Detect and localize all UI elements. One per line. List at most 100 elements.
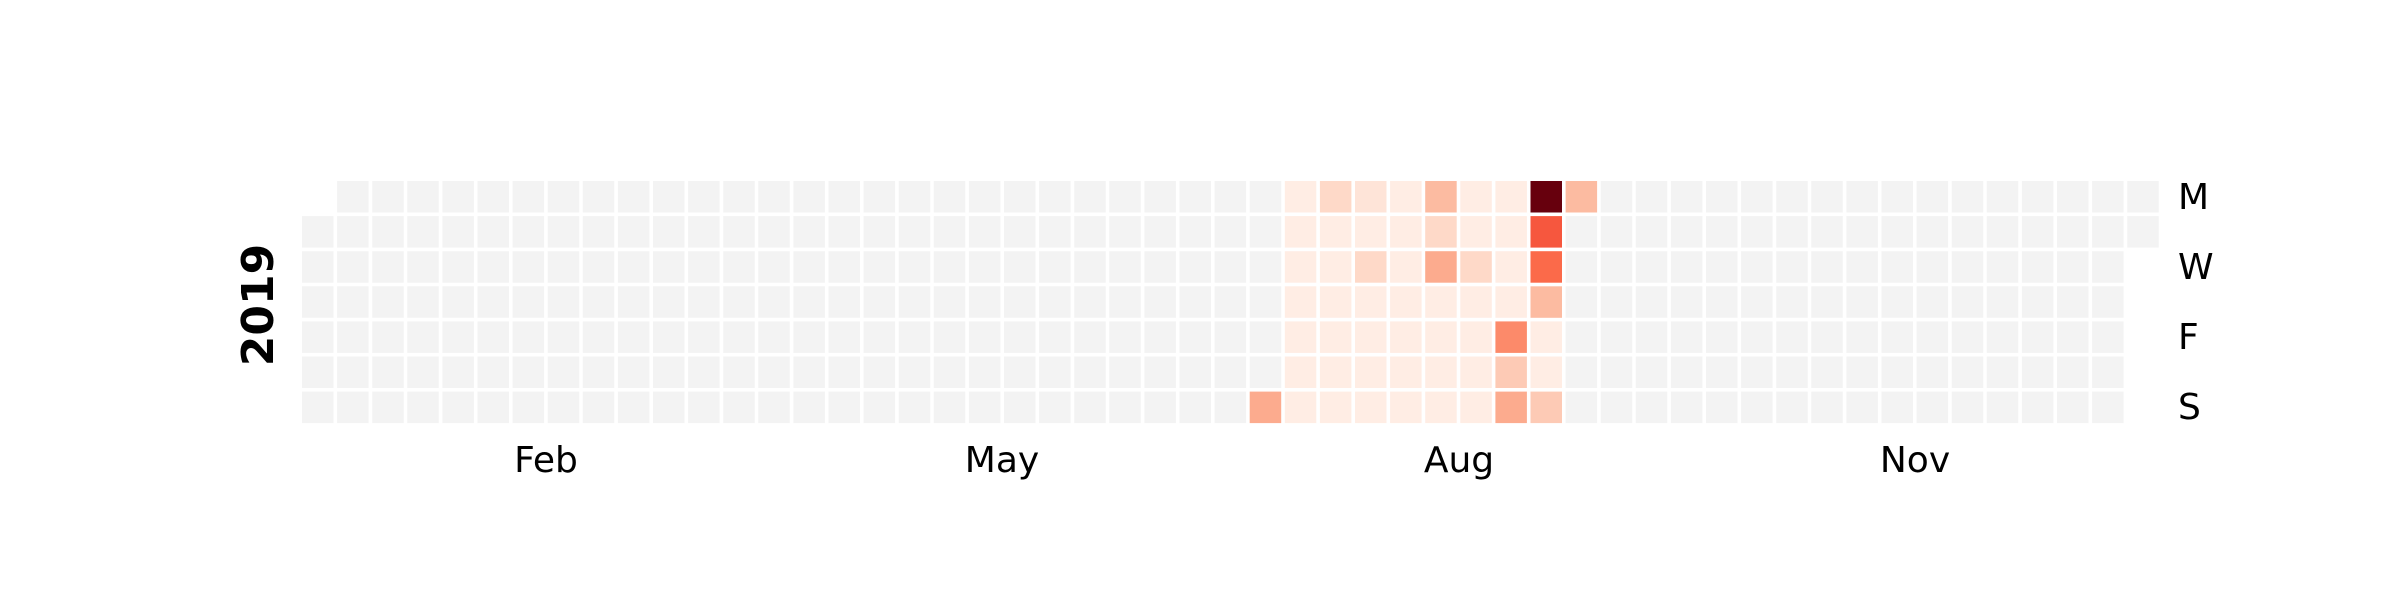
- heatmap-cell: [1530, 181, 1562, 213]
- heatmap-cell: [1916, 181, 1949, 213]
- heatmap-cell: [512, 321, 545, 353]
- heatmap-cell: [1214, 181, 1247, 213]
- heatmap-cell: [1741, 181, 1773, 213]
- heatmap-cell: [2057, 251, 2089, 283]
- heatmap-cell: [2092, 391, 2124, 424]
- heatmap-cell: [1776, 216, 1808, 248]
- heatmap-cell: [793, 321, 825, 353]
- heatmap-cell: [828, 251, 860, 283]
- day-label-friday: F: [2178, 317, 2199, 358]
- heatmap-cell: [2092, 181, 2124, 213]
- heatmap-cell: [2057, 216, 2089, 248]
- heatmap-cell: [1881, 251, 1913, 283]
- heatmap-cell: [1530, 216, 1562, 248]
- heatmap-cell: [1039, 181, 1071, 213]
- heatmap-cell: [1460, 251, 1492, 283]
- heatmap-cell: [793, 391, 825, 424]
- heatmap-cell: [2092, 216, 2124, 248]
- heatmap-cell: [1635, 181, 1668, 213]
- heatmap-cell: [1495, 286, 1527, 318]
- heatmap-cell: [1916, 251, 1949, 283]
- heatmap-cell: [302, 356, 334, 388]
- heatmap-cell: [1986, 216, 2019, 248]
- heatmap-cell: [372, 216, 404, 248]
- heatmap-cell: [2057, 391, 2089, 424]
- heatmap-cell: [828, 216, 860, 248]
- heatmap-cell: [688, 391, 720, 424]
- heatmap-cell: [2127, 181, 2159, 213]
- heatmap-cell: [793, 181, 825, 213]
- heatmap-cell: [1109, 251, 1141, 283]
- heatmap-cells: [302, 181, 2159, 424]
- heatmap-cell: [1741, 391, 1773, 424]
- heatmap-cell: [1390, 321, 1422, 353]
- heatmap-cell: [547, 321, 580, 353]
- heatmap-cell: [1284, 181, 1317, 213]
- heatmap-cell: [1390, 216, 1422, 248]
- heatmap-cell: [302, 286, 334, 318]
- heatmap-cell: [1319, 181, 1352, 213]
- heatmap-cell: [302, 321, 334, 353]
- heatmap-cell: [1776, 286, 1808, 318]
- heatmap-cell: [688, 321, 720, 353]
- heatmap-cell: [1986, 321, 2019, 353]
- heatmap-cell: [1179, 356, 1211, 388]
- heatmap-cell: [1741, 321, 1773, 353]
- heatmap-cell: [2057, 321, 2089, 353]
- heatmap-cell: [968, 321, 1001, 353]
- heatmap-cell: [1776, 321, 1808, 353]
- heatmap-cell: [1249, 286, 1282, 318]
- heatmap-cell: [372, 251, 404, 283]
- heatmap-cell: [1214, 391, 1247, 424]
- heatmap-cell: [758, 251, 790, 283]
- heatmap-cell: [828, 181, 860, 213]
- heatmap-cell: [1179, 216, 1211, 248]
- heatmap-cell: [1249, 181, 1282, 213]
- heatmap-cell: [653, 391, 685, 424]
- heatmap-cell: [1074, 321, 1106, 353]
- heatmap-cell: [1530, 286, 1562, 318]
- heatmap-cell: [1565, 216, 1598, 248]
- heatmap-cell: [582, 216, 615, 248]
- heatmap-cell: [582, 356, 615, 388]
- heatmap-cell: [1460, 321, 1492, 353]
- heatmap-cell: [793, 216, 825, 248]
- heatmap-cell: [1355, 391, 1387, 424]
- heatmap-cell: [1741, 216, 1773, 248]
- heatmap-cell: [1179, 321, 1211, 353]
- heatmap-cell: [1074, 286, 1106, 318]
- heatmap-cell: [512, 216, 545, 248]
- heatmap-cell: [898, 216, 931, 248]
- heatmap-cell: [1741, 286, 1773, 318]
- heatmap-cell: [1530, 251, 1562, 283]
- heatmap-cell: [933, 391, 966, 424]
- heatmap-cell: [933, 286, 966, 318]
- heatmap-cell: [793, 286, 825, 318]
- heatmap-cell: [1706, 251, 1738, 283]
- heatmap-cell: [898, 391, 931, 424]
- heatmap-cell: [2057, 286, 2089, 318]
- heatmap-cell: [1425, 216, 1457, 248]
- heatmap-cell: [2057, 356, 2089, 388]
- heatmap-cell: [758, 356, 790, 388]
- heatmap-cell: [758, 321, 790, 353]
- heatmap-cell: [1249, 321, 1282, 353]
- heatmap-cell: [1460, 181, 1492, 213]
- heatmap-cell: [337, 181, 369, 213]
- heatmap-cell: [1179, 181, 1211, 213]
- heatmap-cell: [1179, 251, 1211, 283]
- heatmap-cell: [1460, 356, 1492, 388]
- heatmap-cell: [1565, 181, 1598, 213]
- heatmap-cell: [1530, 356, 1562, 388]
- heatmap-cell: [1214, 251, 1247, 283]
- heatmap-cell: [1600, 181, 1633, 213]
- heatmap-cell: [442, 356, 474, 388]
- heatmap-cell: [1355, 216, 1387, 248]
- heatmap-cell: [407, 286, 439, 318]
- heatmap-cell: [2021, 391, 2054, 424]
- heatmap-cell: [863, 391, 896, 424]
- heatmap-cell: [337, 216, 369, 248]
- heatmap-cell: [1004, 181, 1036, 213]
- heatmap-cell: [547, 391, 580, 424]
- heatmap-cell: [653, 356, 685, 388]
